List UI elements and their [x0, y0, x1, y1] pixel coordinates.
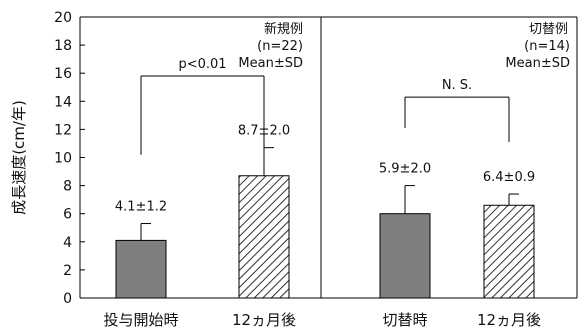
- y-tick-label: 4: [63, 235, 72, 251]
- y-tick-label: 14: [54, 94, 72, 110]
- y-tick-label: 8: [63, 179, 72, 195]
- bar-value-label: 4.1±1.2: [115, 200, 167, 215]
- y-tick-label: 20: [54, 10, 72, 26]
- panel-label: 切替例: [529, 22, 568, 37]
- y-tick-label: 10: [54, 151, 72, 167]
- x-tick-label: 投与開始時: [103, 311, 178, 329]
- bar-value-label: 6.4±0.9: [483, 170, 535, 185]
- x-tick-label: 12ヵ月後: [232, 311, 296, 329]
- panel-label: 新規例: [264, 21, 303, 37]
- bar-value-label: 5.9±2.0: [379, 162, 431, 177]
- panel-stat-label: Mean±SD: [238, 56, 303, 71]
- y-tick-label: 16: [54, 66, 72, 82]
- y-tick-label: 0: [63, 291, 72, 307]
- panel-n-label: (n=22): [257, 39, 303, 54]
- x-tick-label: 切替時: [382, 311, 427, 329]
- y-tick-label: 18: [54, 38, 72, 54]
- y-tick-label: 6: [63, 207, 72, 223]
- bar: [238, 175, 290, 299]
- y-tick-label: 12: [54, 122, 72, 138]
- bar: [379, 213, 431, 299]
- bar: [483, 204, 535, 299]
- y-tick-label: 2: [63, 263, 72, 279]
- panel-n-label: (n=14): [524, 39, 570, 54]
- panel-stat-label: Mean±SD: [505, 56, 570, 71]
- bar: [115, 239, 167, 299]
- x-tick-label: 12ヵ月後: [477, 311, 541, 329]
- y-axis-label: 成長速度(cm/年): [10, 100, 28, 215]
- comparison-label: p<0.01: [178, 57, 226, 72]
- comparison-label: N. S.: [442, 78, 472, 93]
- bar-value-label: 8.7±2.0: [238, 124, 290, 139]
